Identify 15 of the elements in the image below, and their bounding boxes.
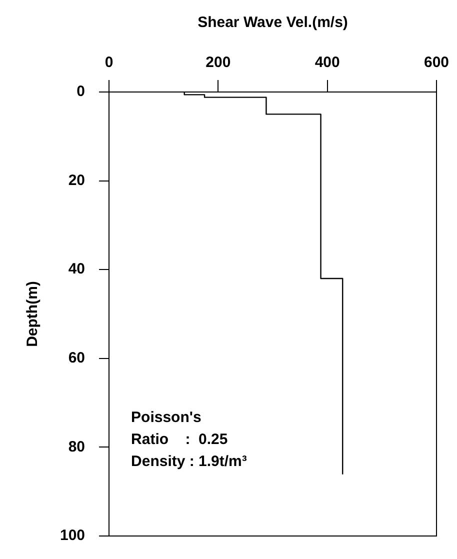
y-tick-label: 40 bbox=[68, 260, 86, 278]
y-tick-label: 100 bbox=[60, 527, 86, 544]
y-axis-title: Depth(m) bbox=[24, 281, 42, 347]
y-tick-label: 0 bbox=[76, 83, 86, 100]
x-tick-label: 400 bbox=[314, 54, 340, 72]
annotation: Poisson's bbox=[131, 409, 202, 426]
x-tick-label: 0 bbox=[104, 54, 114, 72]
y-tick-label: 60 bbox=[68, 350, 86, 367]
annotation: Ratio : 0.25 bbox=[131, 431, 228, 448]
x-tick-label: 200 bbox=[206, 54, 231, 72]
annotation: Density : 1.9t/m³ bbox=[131, 453, 247, 470]
x-axis-title: Shear Wave Vel.(m/s) bbox=[198, 14, 348, 32]
x-tick-label: 600 bbox=[424, 54, 449, 72]
y-tick-label: 20 bbox=[68, 172, 86, 189]
y-tick-label: 80 bbox=[68, 438, 86, 456]
